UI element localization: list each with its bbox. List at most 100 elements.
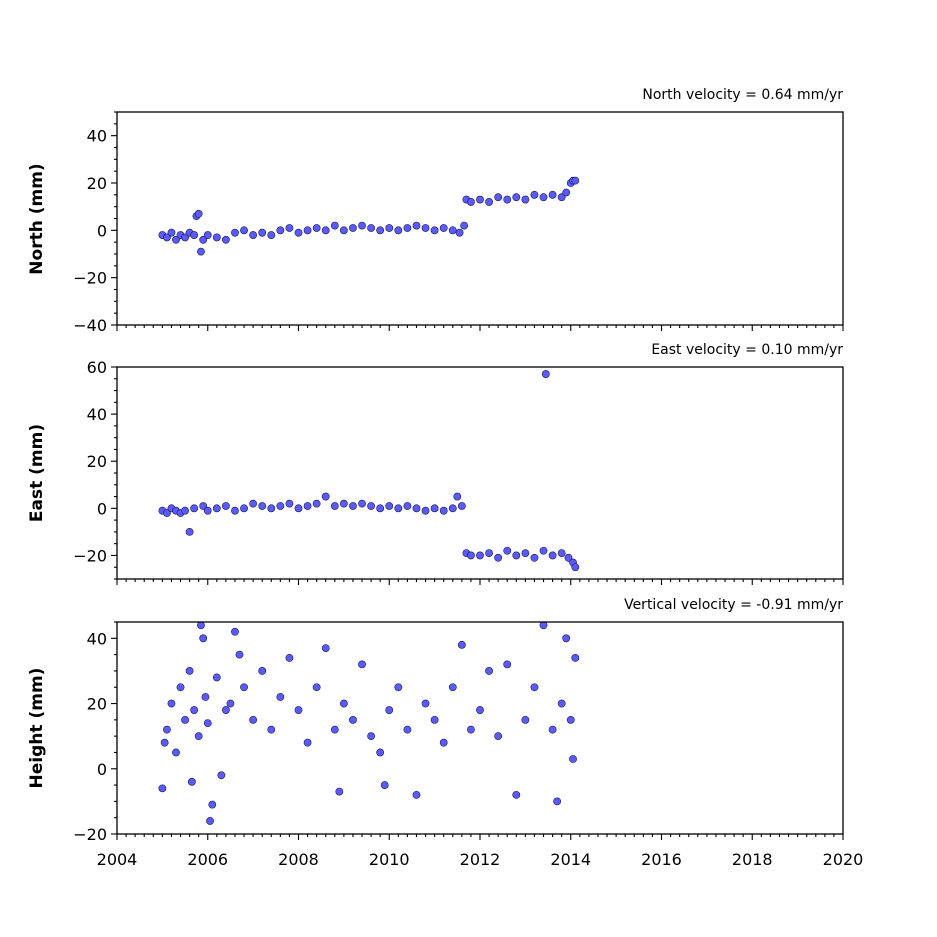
- height-data-point: [176, 683, 185, 692]
- east-data-point: [303, 502, 312, 510]
- east-data-point: [312, 499, 321, 508]
- height-data-point: [494, 732, 503, 741]
- height-y-tick-label: 0: [97, 760, 107, 779]
- north-data-point: [330, 221, 339, 230]
- height-data-point: [403, 725, 412, 734]
- north-data-point: [167, 228, 176, 237]
- height-data-point: [221, 706, 230, 714]
- north-data-point: [339, 226, 348, 235]
- height-data-point: [385, 706, 394, 714]
- north-y-tick-label: 0: [97, 221, 107, 240]
- north-data-point: [231, 228, 239, 237]
- north-data-point: [312, 224, 321, 232]
- height-data-point: [267, 725, 276, 734]
- north-data-point: [485, 198, 493, 206]
- east-data-point: [541, 370, 550, 378]
- height-data-point: [181, 715, 189, 724]
- north-data-point: [557, 193, 566, 202]
- north-data-point: [476, 195, 484, 204]
- height-data-point: [557, 699, 566, 708]
- x-tick-label: 2020: [823, 850, 864, 869]
- east-data-point: [485, 549, 493, 557]
- height-data-point: [235, 650, 244, 659]
- east-data-point: [571, 563, 580, 572]
- height-data-point: [197, 621, 205, 630]
- height-data-point: [160, 738, 169, 747]
- east-data-point: [521, 549, 530, 557]
- north-plot-frame: [116, 111, 844, 326]
- east-data-point: [494, 553, 503, 562]
- east-data-point: [185, 527, 194, 536]
- height-data-point: [158, 784, 167, 793]
- height-data-point: [226, 699, 235, 708]
- north-panel: North velocity = 0.64 mm/yr North (mm) −…: [27, 87, 844, 335]
- east-y-tick-label: −20: [73, 546, 107, 565]
- east-points: [158, 370, 580, 572]
- north-data-point: [394, 226, 403, 235]
- east-data-point: [294, 504, 303, 513]
- height-data-point: [448, 683, 457, 692]
- height-data-point: [187, 777, 196, 786]
- east-data-point: [439, 506, 448, 515]
- north-data-point: [439, 224, 448, 232]
- east-data-point: [163, 509, 171, 517]
- height-data-point: [358, 660, 366, 669]
- north-data-point: [571, 176, 580, 185]
- east-y-tick-label: 40: [87, 405, 107, 424]
- north-data-point: [494, 193, 503, 202]
- height-data-point: [303, 738, 312, 747]
- height-data-point: [201, 693, 210, 701]
- east-data-point: [548, 551, 557, 560]
- height-data-point: [562, 634, 571, 643]
- north-data-point: [258, 228, 267, 237]
- height-data-point: [172, 748, 180, 757]
- height-data-point: [467, 725, 475, 734]
- east-data-point: [403, 502, 412, 510]
- east-plot-frame: [116, 366, 844, 580]
- north-data-point: [194, 209, 203, 218]
- north-data-point: [455, 228, 464, 237]
- north-data-point: [203, 231, 212, 239]
- height-data-point: [240, 683, 248, 692]
- height-data-point: [457, 640, 466, 649]
- north-data-point: [421, 224, 430, 232]
- height-data-point: [217, 771, 226, 780]
- north-data-point: [358, 221, 366, 230]
- east-data-point: [503, 546, 512, 555]
- north-y-axis-label: North (mm): [27, 163, 47, 274]
- north-data-point: [503, 195, 512, 204]
- height-data-point: [199, 634, 208, 643]
- x-tick-label: 2014: [550, 850, 591, 869]
- east-y-axis-label: East (mm): [27, 424, 47, 522]
- height-data-point: [566, 715, 575, 724]
- north-y-tick-label: −20: [73, 269, 107, 288]
- north-data-point: [467, 198, 475, 206]
- north-data-point: [276, 226, 285, 235]
- height-y-axis-label: Height (mm): [27, 668, 47, 789]
- height-data-point: [571, 653, 580, 662]
- east-data-point: [457, 502, 466, 510]
- height-data-point: [249, 715, 258, 724]
- east-data-point: [421, 506, 430, 515]
- height-plot-frame: [116, 621, 844, 835]
- east-data-point: [339, 499, 348, 508]
- height-data-point: [376, 748, 385, 757]
- x-tick-label: 2018: [732, 850, 773, 869]
- x-tick-label: 2012: [460, 850, 501, 869]
- north-data-point: [294, 228, 303, 237]
- x-tick-label: 2006: [187, 850, 228, 869]
- east-data-point: [367, 502, 375, 510]
- height-data-point: [367, 732, 375, 741]
- east-data-point: [249, 499, 258, 508]
- north-data-point: [530, 190, 539, 199]
- east-data-point: [231, 506, 239, 515]
- height-data-point: [203, 719, 212, 728]
- height-data-point: [167, 699, 176, 708]
- height-data-point: [430, 715, 439, 724]
- east-data-point: [330, 502, 339, 510]
- east-data-point: [212, 504, 221, 513]
- height-data-point: [394, 683, 403, 692]
- north-points: [158, 176, 580, 256]
- height-data-point: [321, 644, 330, 652]
- height-data-point: [512, 790, 521, 799]
